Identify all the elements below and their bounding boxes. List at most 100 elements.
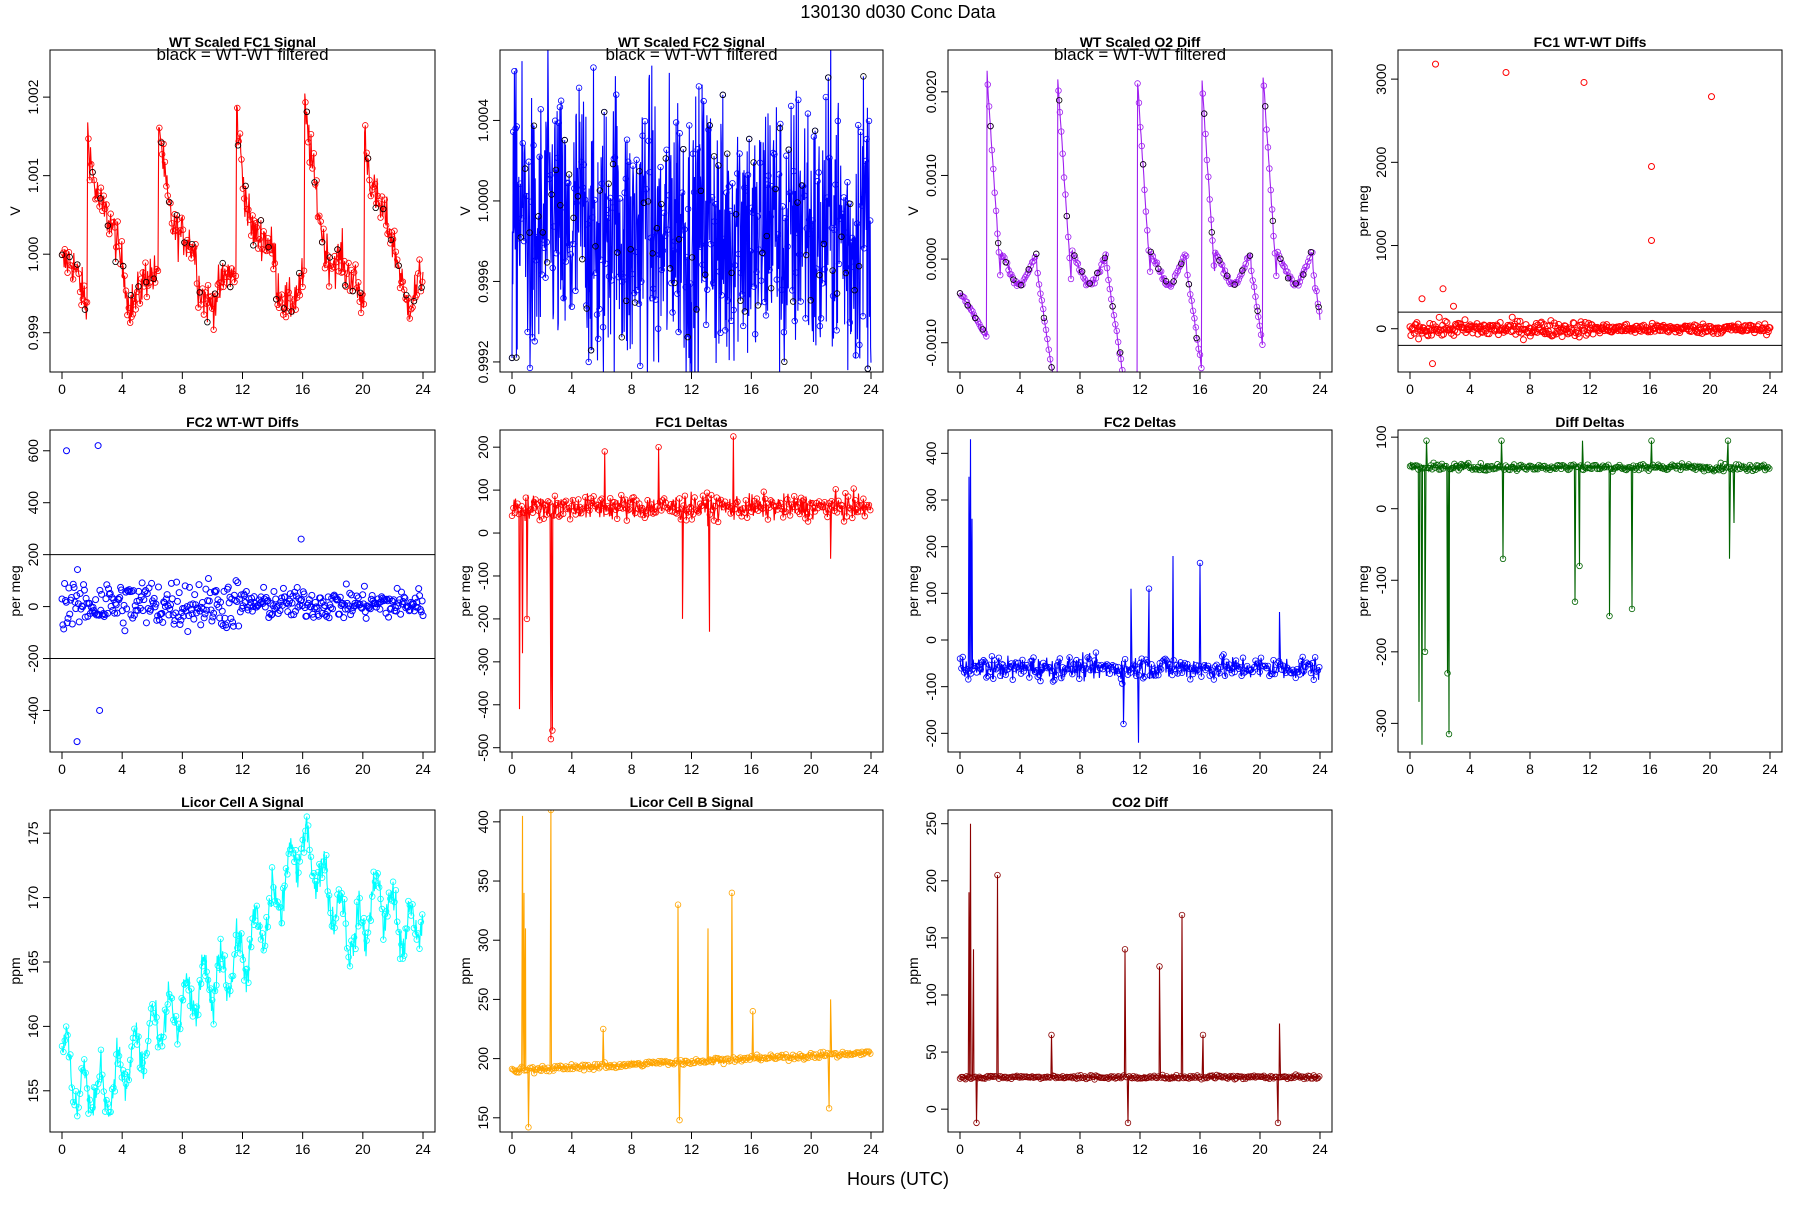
- data-point: [123, 605, 131, 613]
- y-tick-label: 100: [923, 581, 939, 605]
- data-point: [300, 849, 308, 856]
- x-tick-label: 20: [1252, 1141, 1268, 1157]
- data-point: [541, 244, 548, 252]
- data-point: [222, 982, 230, 989]
- data-point: [586, 271, 594, 278]
- data-point: [1053, 662, 1061, 669]
- data-point: [252, 220, 259, 227]
- data-point: [598, 180, 606, 187]
- data-point: [527, 198, 535, 205]
- data-point: [803, 225, 810, 232]
- data-point: [200, 311, 208, 318]
- data-point: [250, 593, 258, 601]
- data-point: [171, 617, 179, 625]
- data-point: [62, 249, 70, 257]
- data-point: [1052, 386, 1058, 392]
- data-point: [416, 945, 423, 952]
- data-point: [60, 1048, 67, 1056]
- data-point: [287, 611, 295, 619]
- data-point: [413, 598, 421, 606]
- data-point: [178, 214, 185, 222]
- data-point: [1192, 1074, 1200, 1081]
- data-point: [148, 579, 156, 587]
- data-point: [302, 99, 309, 106]
- data-point: [345, 259, 352, 267]
- data-point: [288, 599, 296, 607]
- data-point: [374, 870, 381, 877]
- x-tick-label: 12: [235, 761, 251, 777]
- data-point: [698, 241, 705, 248]
- data-point: [1030, 654, 1037, 661]
- filtered-point: [311, 179, 318, 186]
- data-point: [977, 666, 985, 673]
- data-point: [247, 232, 255, 239]
- data-point: [981, 658, 989, 666]
- data-point: [1303, 262, 1311, 270]
- data-point: [755, 246, 762, 253]
- x-tick-label: 8: [1076, 761, 1084, 777]
- data-point: [835, 260, 843, 268]
- data-point: [213, 982, 220, 989]
- data-point: [689, 150, 697, 157]
- data-point: [1671, 463, 1679, 470]
- data-point: [203, 606, 211, 614]
- data-point: [340, 614, 348, 622]
- data-point: [1101, 257, 1108, 265]
- x-tick-label: 8: [178, 1141, 186, 1157]
- y-tick-label: 200: [475, 435, 491, 459]
- data-point: [1205, 173, 1212, 181]
- data-point: [235, 595, 243, 603]
- data-point: [1264, 144, 1272, 151]
- data-point: [1135, 99, 1143, 107]
- data-point: [626, 245, 633, 252]
- data-point: [201, 610, 209, 618]
- data-point: [1145, 585, 1153, 592]
- data-point: [111, 609, 119, 617]
- data-point: [1121, 655, 1129, 663]
- data-point: [310, 150, 317, 157]
- data-point: [226, 593, 234, 601]
- data-point: [1271, 670, 1279, 678]
- data-point: [256, 236, 263, 243]
- data-point: [263, 247, 270, 255]
- data-point: [417, 608, 425, 616]
- data-point: [1228, 670, 1236, 677]
- data-point: [518, 502, 525, 510]
- data-point: [839, 502, 846, 509]
- filtered-point: [653, 225, 661, 232]
- data-point: [734, 498, 741, 506]
- y-tick-label: 165: [25, 950, 41, 974]
- data-point: [305, 139, 312, 146]
- data-point: [992, 666, 1000, 673]
- data-point: [1225, 1073, 1233, 1081]
- data-point: [618, 491, 625, 499]
- data-point: [323, 852, 330, 859]
- data-point: [1196, 559, 1204, 567]
- x-tick-label: 8: [628, 1141, 636, 1157]
- filtered-point: [816, 271, 823, 279]
- data-point: [807, 230, 814, 238]
- data-point: [321, 265, 329, 272]
- data-point: [1175, 662, 1183, 669]
- data-point: [1249, 668, 1256, 676]
- data-point: [1256, 322, 1263, 330]
- data-point: [603, 206, 610, 214]
- filtered-point: [807, 297, 814, 304]
- data-point: [158, 609, 166, 617]
- data-point: [1311, 654, 1319, 661]
- data-point: [736, 150, 743, 157]
- data-point: [1035, 281, 1043, 288]
- data-point: [310, 869, 317, 877]
- data-point: [205, 597, 213, 605]
- data-point: [751, 330, 759, 338]
- data-point: [143, 1050, 151, 1057]
- data-point: [116, 593, 124, 601]
- data-point: [189, 1013, 196, 1020]
- data-point: [1763, 465, 1770, 472]
- data-point: [107, 210, 114, 217]
- data-point: [65, 584, 73, 592]
- data-point: [1008, 660, 1015, 667]
- data-point: [858, 202, 866, 209]
- data-point: [762, 312, 770, 319]
- filtered-point: [196, 289, 203, 296]
